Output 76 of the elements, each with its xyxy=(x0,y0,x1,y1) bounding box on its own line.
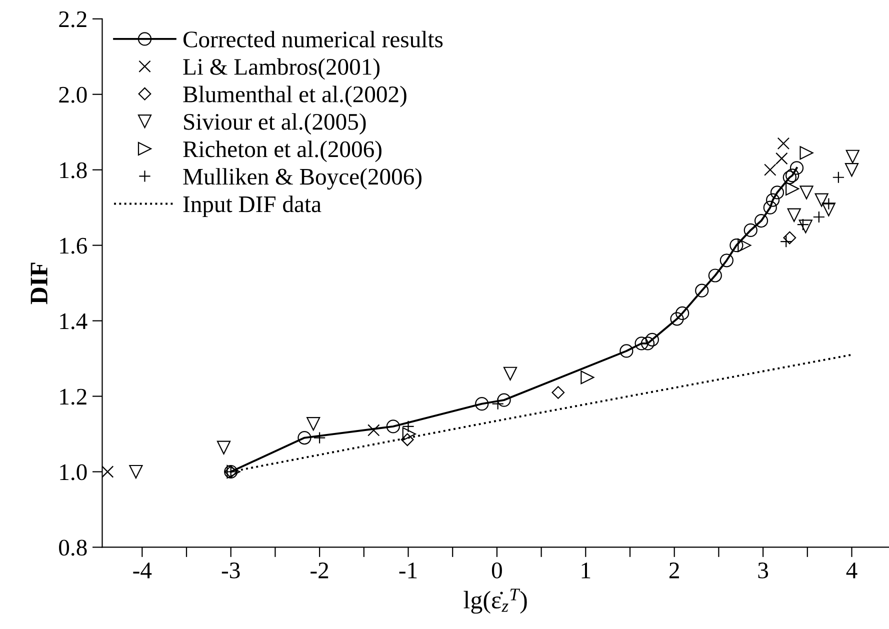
legend-label: Li & Lambros(2001) xyxy=(183,58,380,80)
point xyxy=(770,186,784,200)
legend-label: Corrected numerical results xyxy=(183,30,443,48)
point xyxy=(846,150,860,164)
point xyxy=(754,214,768,228)
point xyxy=(497,393,511,407)
legend-label: Input DIF data xyxy=(183,196,322,218)
point xyxy=(503,366,518,380)
point xyxy=(790,161,804,175)
point xyxy=(695,284,709,298)
x-axis-title: lg(ε̇$_{z}$$^{T}$) xyxy=(464,588,527,614)
point xyxy=(800,146,814,160)
x-tick-label: -1 xyxy=(399,562,417,578)
point xyxy=(670,312,684,326)
point xyxy=(368,424,380,436)
point xyxy=(720,254,734,268)
x-tick-label: -3 xyxy=(222,562,240,578)
point xyxy=(787,208,801,222)
point xyxy=(776,152,788,165)
x-tick-label: 0 xyxy=(492,562,502,578)
x-tick-label: 1 xyxy=(582,562,590,578)
point xyxy=(475,397,489,411)
point xyxy=(306,417,320,431)
point xyxy=(313,432,326,444)
y-tick-label: 2.2 xyxy=(59,11,86,28)
y-tick-label: 1.4 xyxy=(60,313,88,330)
point xyxy=(766,193,780,207)
point xyxy=(800,186,814,200)
point xyxy=(764,164,776,176)
point xyxy=(832,171,845,184)
point xyxy=(552,386,565,399)
legend-label: Richeton et al.(2006) xyxy=(183,140,382,162)
point xyxy=(738,238,752,252)
y-tick-label: 1.8 xyxy=(60,162,87,178)
point xyxy=(620,344,634,358)
point xyxy=(730,238,744,252)
point xyxy=(844,163,859,177)
point xyxy=(129,464,143,479)
point xyxy=(744,223,758,238)
point xyxy=(645,332,659,346)
point xyxy=(216,440,231,454)
y-tick-label: 1.0 xyxy=(60,464,87,480)
point xyxy=(400,433,414,446)
legend-label: Mulliken & Boyce(2006) xyxy=(183,168,422,190)
y-axis-title: DIF xyxy=(30,262,48,304)
point xyxy=(763,200,777,214)
point xyxy=(786,182,800,196)
legend-label: Siviour et al.(2005) xyxy=(184,113,366,135)
point xyxy=(226,464,240,479)
point xyxy=(822,202,836,216)
point xyxy=(777,137,790,150)
x-tick-label: -2 xyxy=(310,562,328,578)
x-tick-label: 3 xyxy=(758,562,768,578)
y-tick-label: 1.2 xyxy=(60,388,86,405)
x-tick-label: 4 xyxy=(846,562,858,578)
point xyxy=(386,420,400,434)
y-tick-label: 0.8 xyxy=(59,540,87,556)
point xyxy=(782,170,796,184)
legend-label: Blumenthal et al.(2002) xyxy=(183,86,406,108)
x-tick-label: 2 xyxy=(669,562,679,578)
point xyxy=(786,168,800,182)
point xyxy=(814,193,828,207)
y-tick-label: 1.6 xyxy=(60,238,87,254)
point xyxy=(102,466,114,478)
point xyxy=(708,268,722,282)
point xyxy=(640,336,655,350)
y-tick-label: 2.0 xyxy=(59,86,87,103)
point xyxy=(783,231,796,244)
point xyxy=(580,370,594,384)
point xyxy=(798,220,812,234)
point xyxy=(676,306,690,320)
point xyxy=(298,430,312,445)
point xyxy=(634,336,648,350)
point xyxy=(402,427,416,441)
point xyxy=(796,218,810,231)
x-tick-label: -4 xyxy=(133,562,152,578)
